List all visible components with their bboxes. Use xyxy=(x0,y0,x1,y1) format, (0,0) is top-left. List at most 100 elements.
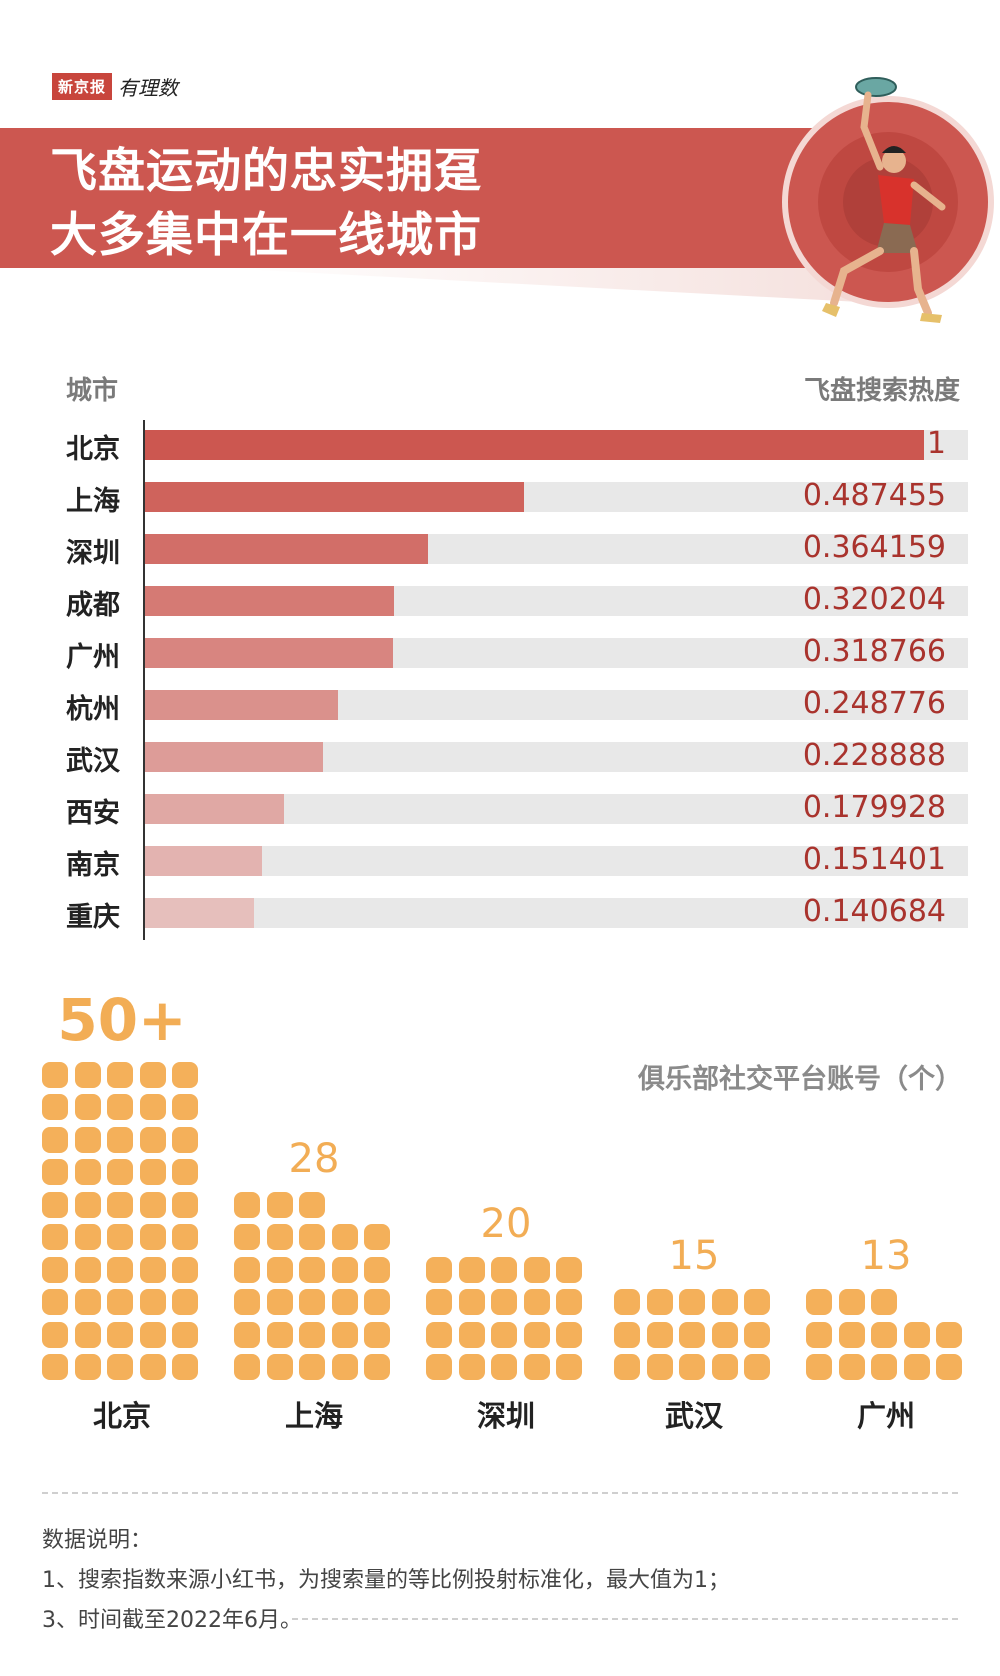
account-dot xyxy=(711,1289,738,1315)
bar-category-label: 重庆 xyxy=(66,902,120,933)
bar xyxy=(144,586,394,616)
account-dot xyxy=(523,1256,550,1283)
account-dot xyxy=(266,1289,293,1315)
bar-row: 南京 0.151401 xyxy=(34,842,968,881)
account-dot xyxy=(458,1321,485,1348)
account-dot xyxy=(266,1256,293,1283)
account-dot xyxy=(42,1061,68,1088)
brand-column: 有理数 xyxy=(118,76,179,100)
account-dot xyxy=(74,1321,101,1348)
bar-category-label: 西安 xyxy=(66,798,120,829)
account-dot xyxy=(679,1321,705,1348)
account-dot xyxy=(871,1289,897,1315)
account-dot xyxy=(556,1321,582,1348)
account-dot xyxy=(491,1289,517,1315)
title-line-2: 大多集中在一线城市 xyxy=(50,208,482,263)
account-dot xyxy=(107,1159,133,1185)
account-dot xyxy=(711,1354,738,1380)
account-dot xyxy=(107,1256,133,1283)
bar xyxy=(144,742,323,772)
account-dot xyxy=(331,1354,358,1380)
account-dot xyxy=(364,1289,390,1315)
account-dot xyxy=(838,1289,865,1315)
account-dot xyxy=(614,1354,640,1380)
brand-logo: 新京报 有理数 xyxy=(52,72,178,101)
account-dot xyxy=(266,1191,293,1218)
account-dot xyxy=(234,1191,260,1218)
bar-value-label: 0.320204 xyxy=(802,582,946,617)
account-dot xyxy=(74,1094,101,1120)
dot-chart-title: 俱乐部社交平台账号（个） xyxy=(638,1064,962,1095)
account-dot xyxy=(107,1126,133,1153)
bar-value-label: 0.487455 xyxy=(802,478,946,513)
account-dot xyxy=(364,1256,390,1283)
dot-value-label: 28 xyxy=(288,1135,340,1182)
account-dot xyxy=(139,1126,166,1153)
account-dot xyxy=(107,1354,133,1380)
bar-value-label: 0.179928 xyxy=(802,790,946,825)
account-dot xyxy=(107,1061,133,1088)
account-dot xyxy=(74,1354,101,1380)
account-dot xyxy=(107,1289,133,1315)
account-dot xyxy=(139,1289,166,1315)
account-dot xyxy=(331,1224,358,1250)
bar-row: 上海 0.487455 xyxy=(34,478,968,517)
bar-value-label: 0.364159 xyxy=(802,530,946,565)
bar-chart-x-label: 城市 xyxy=(66,376,119,406)
dot-value-label: 15 xyxy=(668,1233,720,1279)
bar-category-label: 北京 xyxy=(66,434,120,465)
dot-value-label: 20 xyxy=(480,1200,532,1247)
account-dot xyxy=(172,1191,198,1218)
frisbee-player-illustration xyxy=(788,77,988,323)
account-dot xyxy=(806,1289,832,1315)
account-dot xyxy=(299,1321,325,1348)
bar-category-label: 成都 xyxy=(66,590,120,621)
account-dot xyxy=(74,1061,101,1088)
bar xyxy=(144,482,525,512)
page-title: 飞盘运动的忠实拥趸 大多集中在一线城市 xyxy=(50,140,482,268)
account-dot xyxy=(426,1354,452,1380)
account-dot xyxy=(426,1321,452,1348)
dot-category-label: 武汉 xyxy=(664,1399,723,1433)
account-dot xyxy=(42,1159,68,1185)
account-dot xyxy=(744,1289,770,1315)
bar-track xyxy=(144,898,968,928)
bar xyxy=(144,690,339,720)
bar xyxy=(144,898,254,928)
account-dot xyxy=(266,1354,293,1380)
frisbee-player-icon xyxy=(822,77,946,323)
bar-category-label: 广州 xyxy=(66,642,120,673)
account-dot xyxy=(74,1191,101,1218)
bar-chart-axis xyxy=(143,420,145,940)
account-dot xyxy=(871,1354,897,1380)
account-dot xyxy=(139,1321,166,1348)
bar-chart-y-label: 飞盘搜索热度 xyxy=(803,376,960,406)
account-dot xyxy=(172,1289,198,1315)
account-dot xyxy=(331,1289,358,1315)
bar-category-label: 上海 xyxy=(66,486,120,517)
bar-track xyxy=(144,846,968,876)
bar-category-label: 南京 xyxy=(66,850,120,881)
dot-category-label: 北京 xyxy=(92,1399,151,1433)
account-dot xyxy=(299,1289,325,1315)
account-dot xyxy=(806,1354,832,1380)
account-dot xyxy=(614,1321,640,1348)
account-dot xyxy=(744,1354,770,1380)
notes-heading: 数据说明： xyxy=(42,1528,153,1553)
account-dot xyxy=(299,1354,325,1380)
account-dot xyxy=(172,1061,198,1088)
bar-row: 深圳 0.364159 xyxy=(34,530,968,569)
bar-row: 北京 1 xyxy=(34,426,968,465)
bar-value-label: 0.151401 xyxy=(802,842,946,877)
account-dot xyxy=(744,1321,770,1348)
account-dot xyxy=(74,1224,101,1250)
bar xyxy=(144,534,429,564)
account-dot xyxy=(936,1354,962,1380)
account-dot xyxy=(139,1094,166,1120)
account-dot xyxy=(491,1321,517,1348)
bar-row: 重庆 0.140684 xyxy=(34,894,968,933)
account-dot xyxy=(107,1094,133,1120)
title-line-1: 飞盘运动的忠实拥趸 xyxy=(50,144,482,199)
account-dot xyxy=(646,1289,673,1315)
account-dot xyxy=(523,1354,550,1380)
